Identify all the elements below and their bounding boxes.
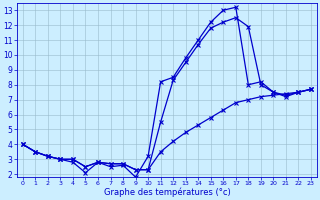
X-axis label: Graphe des températures (°c): Graphe des températures (°c) — [104, 188, 230, 197]
